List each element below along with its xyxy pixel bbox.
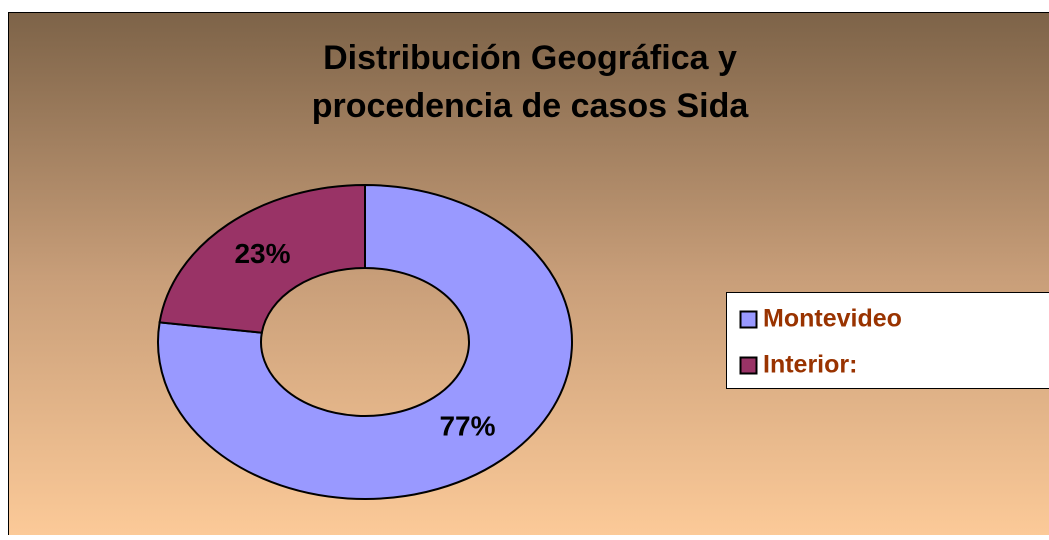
legend-label: Montevideo <box>763 305 902 333</box>
legend-swatch <box>741 358 757 374</box>
chart-title: procedencia de casos Sida <box>312 87 750 125</box>
legend-label: Interior: <box>763 351 857 379</box>
data-label: 77% <box>439 411 495 442</box>
legend-swatch <box>741 312 757 328</box>
chart-title: Distribución Geográfica y <box>323 39 737 77</box>
data-label: 23% <box>234 238 290 269</box>
